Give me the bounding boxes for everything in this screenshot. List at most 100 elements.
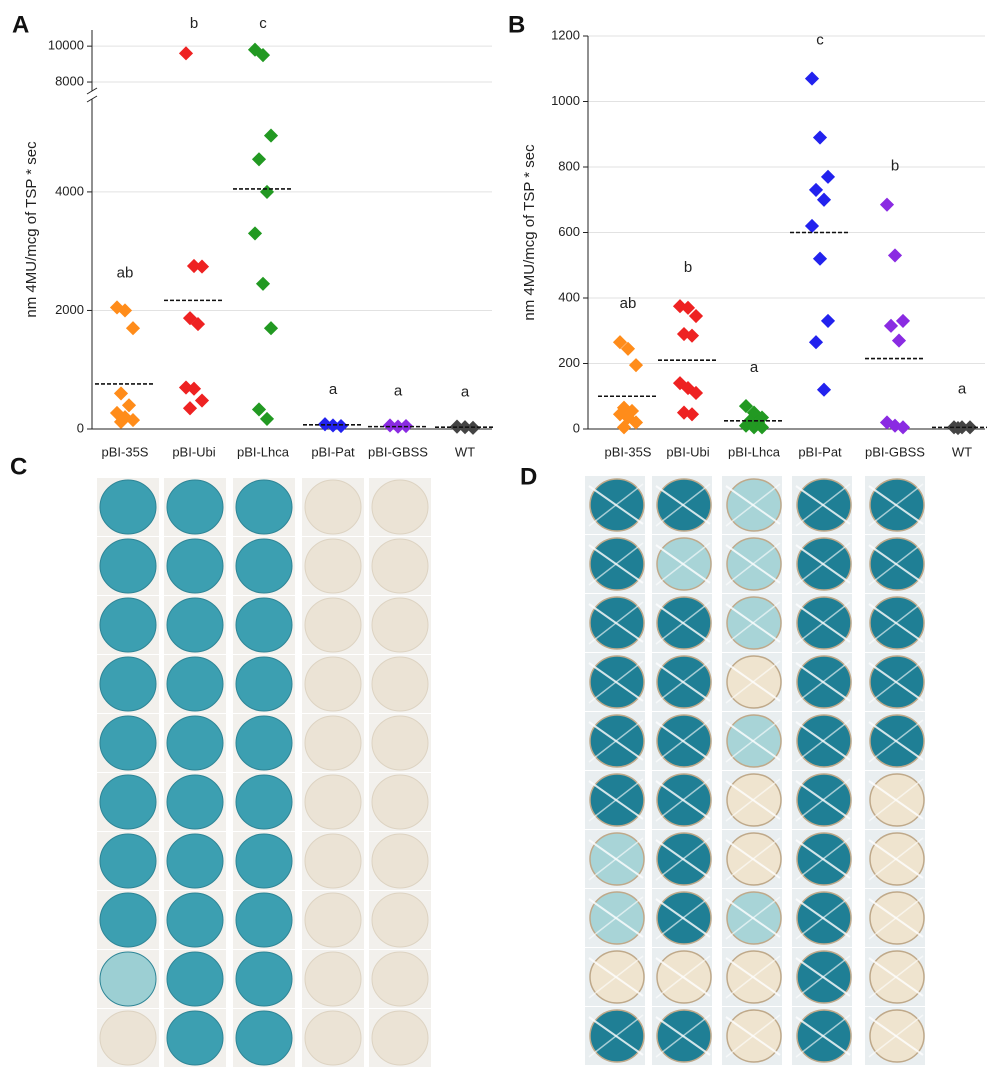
leaf-disc bbox=[235, 951, 293, 1007]
x-tick-label: pBI-Pat bbox=[311, 444, 355, 459]
film-edge bbox=[795, 955, 851, 999]
y-tick-label: 2000 bbox=[55, 302, 84, 317]
leaf-disc bbox=[371, 1010, 429, 1066]
significance-letter: b bbox=[684, 259, 692, 276]
film-edge bbox=[725, 719, 781, 763]
leaf-disc bbox=[99, 774, 157, 830]
data-point bbox=[684, 407, 700, 422]
y-tick-label: 1000 bbox=[551, 93, 580, 108]
leaf-disc bbox=[304, 892, 362, 948]
y-tick-label: 1200 bbox=[551, 27, 580, 42]
y-tick-label: 800 bbox=[558, 158, 580, 173]
data-point bbox=[808, 182, 824, 197]
x-tick-label: pBI-Lhca bbox=[728, 444, 781, 459]
data-point bbox=[259, 411, 275, 426]
data-point bbox=[251, 402, 267, 417]
leaf-disc bbox=[166, 833, 224, 889]
leaf-disc bbox=[304, 774, 362, 830]
film-edge bbox=[588, 955, 644, 999]
film-edge bbox=[868, 1014, 924, 1058]
leaf-disc bbox=[235, 892, 293, 948]
leaf-disc bbox=[304, 951, 362, 1007]
film-edge bbox=[655, 837, 711, 881]
significance-letter: b bbox=[190, 15, 198, 32]
y-tick-label: 200 bbox=[558, 355, 580, 370]
leaf-disc bbox=[371, 715, 429, 771]
film-edge bbox=[795, 601, 851, 645]
film-edge bbox=[655, 601, 711, 645]
data-point bbox=[247, 226, 263, 241]
axis-break bbox=[86, 95, 98, 103]
data-point bbox=[121, 398, 137, 413]
data-point bbox=[263, 321, 279, 336]
leaf-disc bbox=[99, 656, 157, 712]
data-point bbox=[612, 335, 628, 350]
data-point bbox=[883, 318, 899, 333]
x-tick-label: pBI-Ubi bbox=[172, 444, 215, 459]
data-point bbox=[746, 420, 762, 435]
data-point bbox=[879, 197, 895, 212]
leaf-disc bbox=[99, 833, 157, 889]
film-edge bbox=[655, 719, 711, 763]
film-edge bbox=[725, 601, 781, 645]
data-point bbox=[194, 259, 210, 274]
leaf-disc bbox=[166, 774, 224, 830]
data-point bbox=[820, 169, 836, 184]
film-edge bbox=[725, 542, 781, 586]
leaf-disc bbox=[235, 1010, 293, 1066]
leaf-disc bbox=[371, 951, 429, 1007]
film-edge bbox=[655, 483, 711, 527]
film-edge bbox=[655, 778, 711, 822]
x-tick-label: pBI-35S bbox=[605, 444, 652, 459]
data-point bbox=[820, 313, 836, 328]
y-tick-label: 0 bbox=[573, 420, 580, 435]
data-point bbox=[125, 321, 141, 336]
significance-letter: a bbox=[461, 384, 470, 401]
axis-break bbox=[86, 87, 98, 95]
data-point bbox=[804, 71, 820, 86]
leaf-disc bbox=[166, 538, 224, 594]
film-edge bbox=[588, 837, 644, 881]
x-tick-label: pBI-Ubi bbox=[666, 444, 709, 459]
data-point bbox=[891, 333, 907, 348]
data-point bbox=[808, 335, 824, 350]
leaf-disc bbox=[235, 538, 293, 594]
significance-letter: a bbox=[394, 382, 403, 399]
y-tick-label: 8000 bbox=[55, 73, 84, 88]
data-point bbox=[255, 276, 271, 291]
data-point bbox=[628, 358, 644, 373]
film-edge bbox=[655, 1014, 711, 1058]
leaf-disc bbox=[166, 597, 224, 653]
data-point bbox=[754, 420, 770, 435]
film-edge bbox=[795, 719, 851, 763]
data-point bbox=[333, 418, 349, 434]
data-point bbox=[738, 399, 754, 414]
leaf-disc bbox=[99, 1010, 157, 1066]
data-point bbox=[680, 300, 696, 315]
film-edge bbox=[868, 542, 924, 586]
leaf-disc bbox=[99, 479, 157, 535]
data-point bbox=[251, 152, 267, 167]
film-edge bbox=[868, 601, 924, 645]
data-point bbox=[816, 192, 832, 207]
data-point bbox=[688, 385, 704, 401]
leaf-disc bbox=[235, 715, 293, 771]
leaf-disc bbox=[235, 597, 293, 653]
y-tick-label: 400 bbox=[558, 289, 580, 304]
data-point bbox=[190, 317, 206, 332]
significance-letter: a bbox=[329, 381, 338, 398]
leaf-disc bbox=[166, 951, 224, 1007]
data-point bbox=[620, 341, 636, 356]
film-edge bbox=[588, 719, 644, 763]
data-point bbox=[113, 386, 129, 401]
leaf-disc bbox=[371, 774, 429, 830]
film-edge bbox=[725, 837, 781, 881]
panel-label: D bbox=[520, 463, 537, 490]
panel-label: C bbox=[10, 453, 27, 480]
x-tick-label: pBI-Pat bbox=[798, 444, 842, 459]
film-edge bbox=[725, 955, 781, 999]
y-tick-label: 10000 bbox=[48, 38, 84, 53]
film-edge bbox=[588, 1014, 644, 1058]
data-point bbox=[186, 381, 202, 396]
